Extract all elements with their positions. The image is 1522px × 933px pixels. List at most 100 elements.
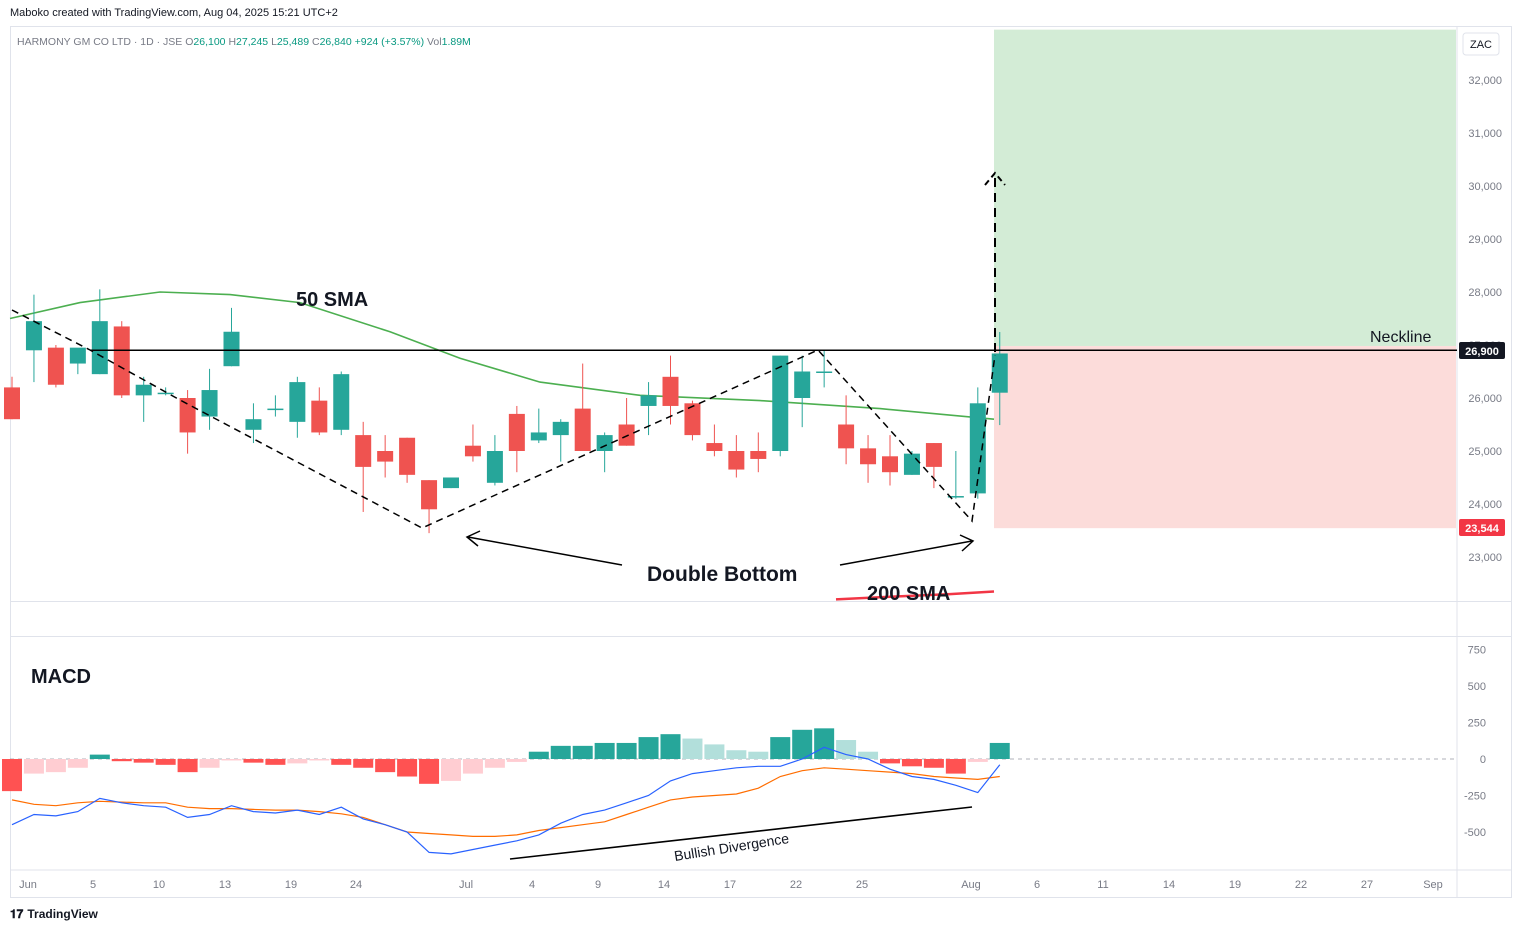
- candle-body: [552, 421, 569, 436]
- candle: [464, 424, 481, 462]
- macd-histogram-bar: [704, 744, 725, 759]
- high-label: H: [228, 36, 237, 48]
- macd-histogram-bar: [287, 759, 308, 764]
- candle: [991, 332, 1008, 426]
- vol-value: 1.89M: [441, 36, 471, 48]
- macd-histogram-bar: [748, 751, 769, 759]
- chart-frame[interactable]: [10, 26, 1512, 898]
- candle: [289, 376, 306, 438]
- candle: [4, 376, 20, 420]
- candle: [618, 398, 635, 446]
- candle: [838, 395, 855, 465]
- candle-body: [508, 413, 525, 451]
- vol-label: Vol: [427, 36, 442, 48]
- time-tick-label: 9: [595, 879, 601, 891]
- time-tick-label: 22: [790, 879, 802, 891]
- chart-credit: Maboko created with TradingView.com, Aug…: [10, 7, 338, 19]
- candle: [816, 350, 833, 388]
- double-bottom-arrow-right: [839, 540, 973, 566]
- candle-body: [816, 371, 833, 373]
- candle: [706, 424, 723, 457]
- candle-body: [47, 347, 64, 385]
- macd-title: MACD: [31, 666, 91, 688]
- macd-line: [11, 746, 1001, 855]
- arrowhead-right-icon: [959, 534, 975, 552]
- macd-histogram-bar: [309, 759, 330, 761]
- tradingview-logo-icon: 𝟏𝟕: [10, 907, 24, 921]
- candle-body: [640, 395, 657, 406]
- candle: [399, 437, 416, 483]
- open-label: O: [185, 36, 194, 48]
- candle-body: [135, 384, 152, 396]
- candle: [750, 432, 767, 473]
- macd-histogram-bar: [858, 751, 879, 759]
- time-tick-label: 10: [153, 879, 165, 891]
- arrowhead-left-icon: [465, 530, 481, 547]
- time-tick-label: 11: [1097, 879, 1108, 891]
- candle: [947, 451, 964, 499]
- macd-histogram-bar: [682, 738, 703, 759]
- candle-body: [464, 445, 481, 457]
- candle: [47, 345, 64, 388]
- time-tick-label: 13: [219, 879, 231, 891]
- double-bottom-label: Double Bottom: [647, 563, 797, 586]
- time-tick-label: 14: [658, 879, 670, 891]
- price-tick-label: 23,000: [1468, 552, 1502, 564]
- macd-histogram-bar: [155, 759, 176, 765]
- macd-tick-label: -500: [1464, 827, 1486, 839]
- macd-histogram-bar: [419, 759, 440, 784]
- candle-body: [684, 403, 701, 436]
- macd-histogram-bar: [550, 745, 571, 759]
- macd-histogram-bar: [528, 751, 549, 759]
- macd-histogram-bar: [67, 759, 88, 768]
- time-tick-label: 5: [90, 879, 96, 891]
- candle-body: [728, 451, 745, 470]
- candle-body: [289, 382, 306, 422]
- macd-histogram-bar: [331, 759, 352, 765]
- sma200-line: [835, 590, 995, 601]
- macd-histogram-bar: [989, 742, 1010, 759]
- macd-histogram-bar: [638, 737, 659, 759]
- tradingview-logo[interactable]: 𝟏𝟕 TradingView: [10, 907, 98, 922]
- macd-histogram-bar: [111, 759, 132, 762]
- time-tick-label: 19: [285, 879, 297, 891]
- candle: [552, 419, 569, 462]
- candle: [333, 371, 350, 436]
- candle-body: [596, 435, 613, 451]
- time-tick-label: Aug: [961, 879, 981, 891]
- candle-body: [179, 398, 196, 433]
- target-arrowhead-icon: [984, 171, 1006, 186]
- macd-histogram-bar: [770, 737, 791, 759]
- currency-badge[interactable]: ZAC: [1462, 32, 1500, 56]
- candle: [684, 400, 701, 441]
- double-bottom-pattern: [11, 309, 996, 529]
- time-tick-label: 22: [1295, 879, 1307, 891]
- candle: [377, 435, 394, 478]
- macd-signal-line: [11, 767, 1000, 837]
- candle: [903, 451, 920, 475]
- price-tick-label: 25,000: [1468, 446, 1502, 458]
- candle-body: [882, 456, 898, 473]
- candle: [925, 443, 942, 489]
- macd-histogram-bar: [967, 759, 988, 762]
- time-tick-label: 4: [529, 879, 535, 891]
- candle-body: [201, 390, 218, 417]
- time-tick-label: 14: [1163, 879, 1175, 891]
- price-tick-label: 28,000: [1468, 287, 1502, 299]
- candle-body: [333, 374, 350, 430]
- candle-body: [443, 477, 459, 489]
- candle: [113, 321, 130, 398]
- candle: [223, 307, 240, 367]
- candle-body: [662, 376, 679, 406]
- price-tick-label: 31,000: [1468, 128, 1502, 140]
- macd-histogram-bar: [660, 734, 681, 759]
- time-tick-label: Sep: [1423, 879, 1443, 891]
- candle-body: [903, 453, 920, 475]
- price-tick-label: 30,000: [1468, 181, 1502, 193]
- macd-tick-label: 250: [1468, 718, 1486, 730]
- low-value: 25,489: [276, 36, 310, 48]
- macd-histogram-bar: [199, 759, 220, 768]
- symbol-legend[interactable]: HARMONY GM CO LTD · 1D · JSE O26,100 H27…: [17, 36, 471, 48]
- candle: [25, 294, 42, 383]
